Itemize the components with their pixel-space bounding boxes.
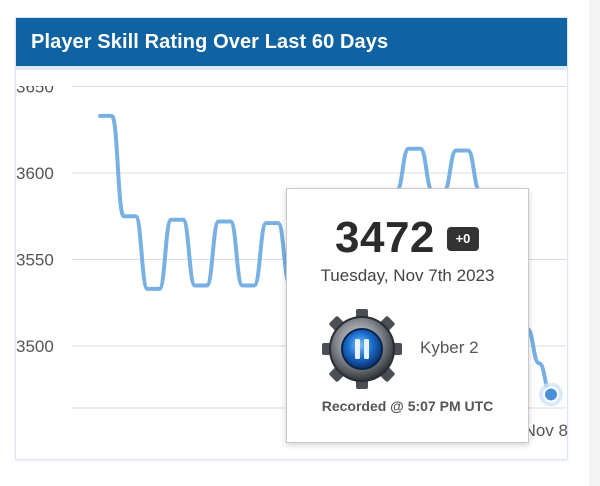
kyber-rank-emblem-icon — [322, 309, 402, 389]
chart-title: Player Skill Rating Over Last 60 Days — [31, 31, 389, 53]
y-tick-label: 3600 — [16, 164, 54, 183]
page-edge — [589, 0, 600, 486]
tooltip-change-badge: +0 — [447, 227, 479, 251]
x-tick-label: Nov 8 — [524, 421, 568, 440]
tooltip-rating-value: 3472 — [335, 213, 435, 262]
tooltip-date: Tuesday, Nov 7th 2023 — [320, 266, 495, 285]
y-tick-label: 3550 — [16, 251, 54, 270]
hover-data-point[interactable] — [543, 386, 559, 403]
tooltip-rank-name: Kyber 2 — [420, 338, 479, 357]
y-tick-label: 3650 — [16, 78, 54, 97]
tooltip-recorded-time: Recorded @ 5:07 PM UTC — [321, 398, 494, 414]
rating-tooltip: 3472 +0 Tuesday, Nov 7th 2023 — [286, 188, 529, 443]
y-tick-label: 3500 — [16, 337, 54, 356]
card-header: Player Skill Rating Over Last 60 Days — [16, 18, 567, 70]
